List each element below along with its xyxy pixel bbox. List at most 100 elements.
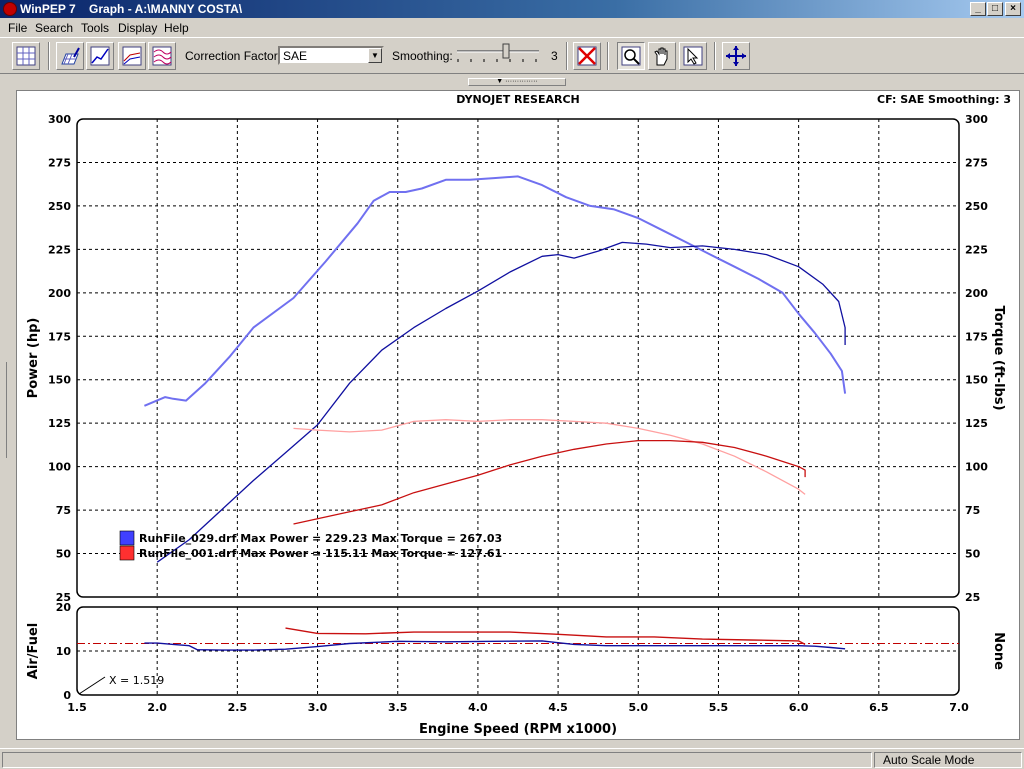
x-tick-label: 5.5 [709,701,729,714]
smoothing-slider-thumb[interactable] [502,43,510,59]
multi-graph-button[interactable] [118,42,146,70]
toolbar: Correction Factor: Smoothing: 3 [0,37,1024,74]
left-resize-handle[interactable] [6,362,13,458]
3d-graph-icon [61,47,80,65]
grid-view-button[interactable] [12,42,40,70]
graph-pane: 1.5 2.0 2.5 3.0 3.5 4.0 4.5 5.0 5.5 6.0 6.5 7.0 25 50… [16,90,1020,740]
overlay-graph-icon [152,46,172,66]
close-button[interactable]: × [1005,2,1021,16]
y-tick-label: 275 [48,156,71,169]
grid-view-icon [16,46,36,66]
y2-tick-label: 150 [965,374,988,387]
y-tick-label: 200 [48,287,71,300]
status-bar: Auto Scale Mode [0,748,1024,769]
x-tick-label: 2.0 [147,701,167,714]
multi-graph-icon [122,46,142,66]
overlay-graph-button[interactable] [148,42,176,70]
y-tick-label: 150 [48,374,71,387]
cursor-readout: X = 1.519 [109,674,164,687]
smoothing-slider[interactable] [455,43,543,69]
x-tick-label: 3.0 [308,701,328,714]
y-tick-label: 300 [48,113,71,126]
3d-graph-button[interactable] [56,42,84,70]
legend-entry: RunFile_029.drf Max Power = 229.23 Max T… [139,532,502,545]
legend-swatch [119,545,135,561]
menu-display[interactable]: Display [118,21,158,35]
x-tick-label: 5.0 [629,701,649,714]
airfuel-y-tick-label: 20 [56,601,72,614]
axis-move-button[interactable] [722,42,750,70]
clear-graph-button[interactable] [573,42,601,70]
x-axis-title: Engine Speed (RPM x1000) [419,722,617,737]
series-line-runfile001drf-torque [293,419,806,495]
dyno-chart[interactable]: 1.5 2.0 2.5 3.0 3.5 4.0 4.5 5.0 5.5 6.0 6.5 7.0 25 50… [17,91,1019,739]
select-button[interactable] [679,42,707,70]
airfuel-y2-title: None [991,632,1006,670]
x-tick-label: 1.5 [67,701,87,714]
y2-axis-title: Torque (ft-lbs) [991,305,1006,410]
toolbar-separator [607,42,609,70]
airfuel-line-runfile029drf [144,640,846,651]
x-tick-label: 2.5 [228,701,248,714]
y2-tick-label: 25 [965,591,980,604]
y2-tick-label: 125 [965,417,988,430]
axis-move-icon [726,46,746,66]
y-tick-label: 175 [48,330,71,343]
y2-tick-label: 200 [965,287,988,300]
y2-tick-label: 75 [965,504,980,517]
menu-tools[interactable]: Tools [81,21,110,35]
y2-tick-label: 250 [965,200,988,213]
x-tick-label: 6.0 [789,701,809,714]
y2-tick-label: 50 [965,548,981,561]
zoom-icon [621,46,641,66]
zoom-button[interactable] [617,42,645,70]
chart-labels: 1.5 2.0 2.5 3.0 3.5 4.0 4.5 5.0 5.5 6.0 6.5 7.0 25 50… [26,93,1011,737]
series-line-runfile001drf-power [293,439,806,525]
menu-bar: File Search Tools Display Help [0,18,1024,37]
x-tick-label: 4.0 [468,701,488,714]
y-tick-label: 125 [48,417,71,430]
power-grid [76,118,960,598]
correction-factor-select[interactable]: SAE ▼ [278,46,384,65]
airfuel-y-tick-label: 0 [63,689,71,702]
smoothing-label: Smoothing: [392,49,453,63]
chevron-down-icon[interactable]: ▼ [368,48,382,63]
smoothing-value: 3 [551,49,558,63]
toolbar-separator [48,42,50,70]
correction-factor-label: Correction Factor: [185,49,282,63]
y-tick-label: 100 [48,461,71,474]
legend-entry: RunFile_001.drf Max Power = 115.11 Max T… [139,547,502,560]
toolbar-separator [566,42,568,70]
y-tick-label: 250 [48,200,71,213]
line-graph-button[interactable] [86,42,114,70]
minimize-button[interactable]: _ [970,2,986,16]
app-logo-icon [3,2,17,16]
y-tick-label: 25 [56,591,71,604]
y2-tick-label: 300 [965,113,988,126]
hand-pan-button[interactable] [648,42,676,70]
restore-button[interactable]: □ [987,2,1003,16]
x-tick-label: 7.0 [949,701,969,714]
y-tick-label: 75 [56,504,71,517]
y2-tick-label: 275 [965,156,988,169]
line-graph-icon [90,46,110,66]
cursor-marker [78,676,106,695]
splitter-grip[interactable]: ▼ ·············· [468,78,566,86]
clear-graph-icon [577,46,597,66]
menu-help[interactable]: Help [164,21,189,35]
x-tick-label: 6.5 [869,701,889,714]
toolbar-separator [714,42,716,70]
airfuel-grid [76,606,960,696]
panel-splitter: ▼ ·············· [0,74,1024,90]
title-bar: WinPEP 7 Graph - A:\MANNY COSTA\ _ □ × [0,0,1024,18]
y2-tick-label: 175 [965,330,988,343]
y2-tick-label: 225 [965,243,988,256]
chart-title: DYNOJET RESEARCH [456,93,579,106]
menu-file[interactable]: File [8,21,28,35]
y2-tick-label: 100 [965,461,988,474]
chart-series [144,175,847,651]
menu-search[interactable]: Search [35,21,74,35]
x-tick-label: 4.5 [548,701,568,714]
series-line-runfile029drf-torque [144,175,847,407]
series-line-runfile029drf-power [156,241,846,563]
